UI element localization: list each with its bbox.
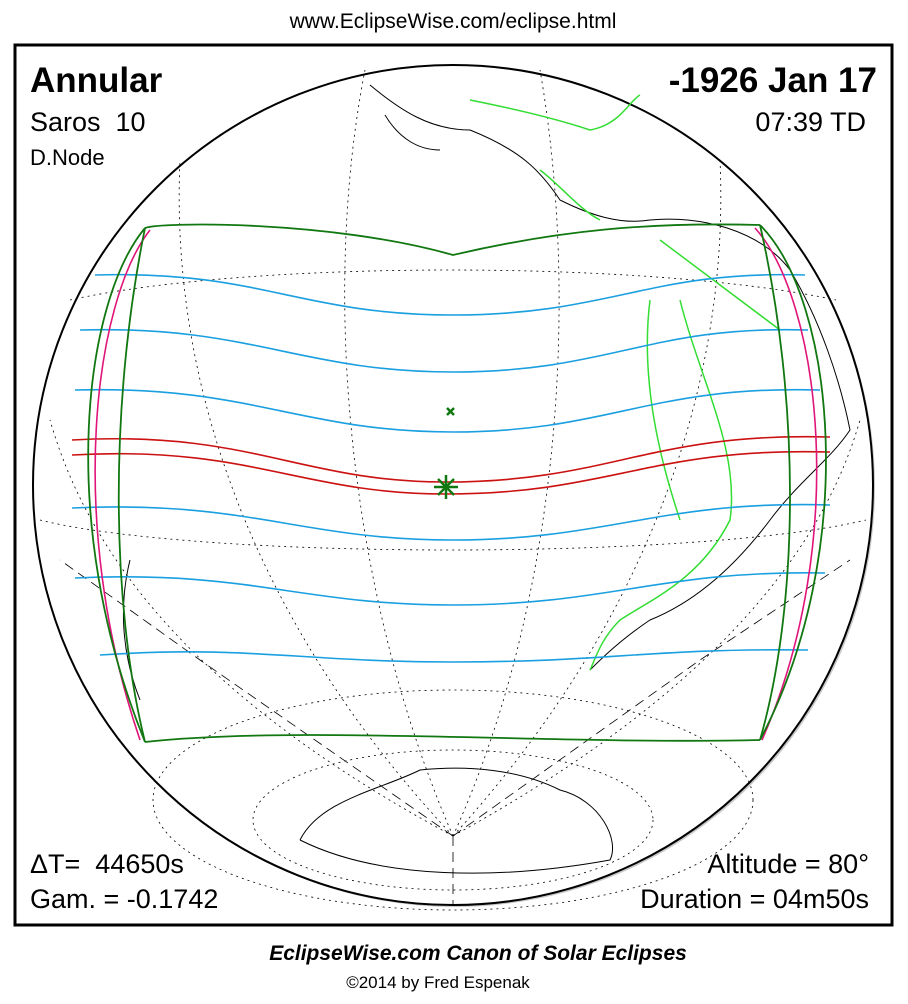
- time: 07:39 TD: [755, 107, 866, 137]
- frame: [13, 43, 894, 927]
- globe: [32, 64, 875, 911]
- duration: Duration = 04m50s: [640, 884, 869, 914]
- gamma: Gam. = -0.1742: [30, 884, 218, 914]
- url: www.EclipseWise.com/eclipse.html: [289, 10, 617, 33]
- altitude: Altitude = 80°: [707, 849, 869, 879]
- node: D.Node: [30, 145, 105, 170]
- date: -1926 Jan 17: [669, 61, 877, 100]
- copyright: ©2014 by Fred Espenak: [346, 973, 530, 992]
- eclipse-type: Annular: [30, 61, 163, 100]
- delta-t: ΔT= 44650s: [30, 849, 184, 879]
- saros: Saros 10: [30, 107, 146, 137]
- footer-title: EclipseWise.com Canon of Solar Eclipses: [269, 942, 687, 965]
